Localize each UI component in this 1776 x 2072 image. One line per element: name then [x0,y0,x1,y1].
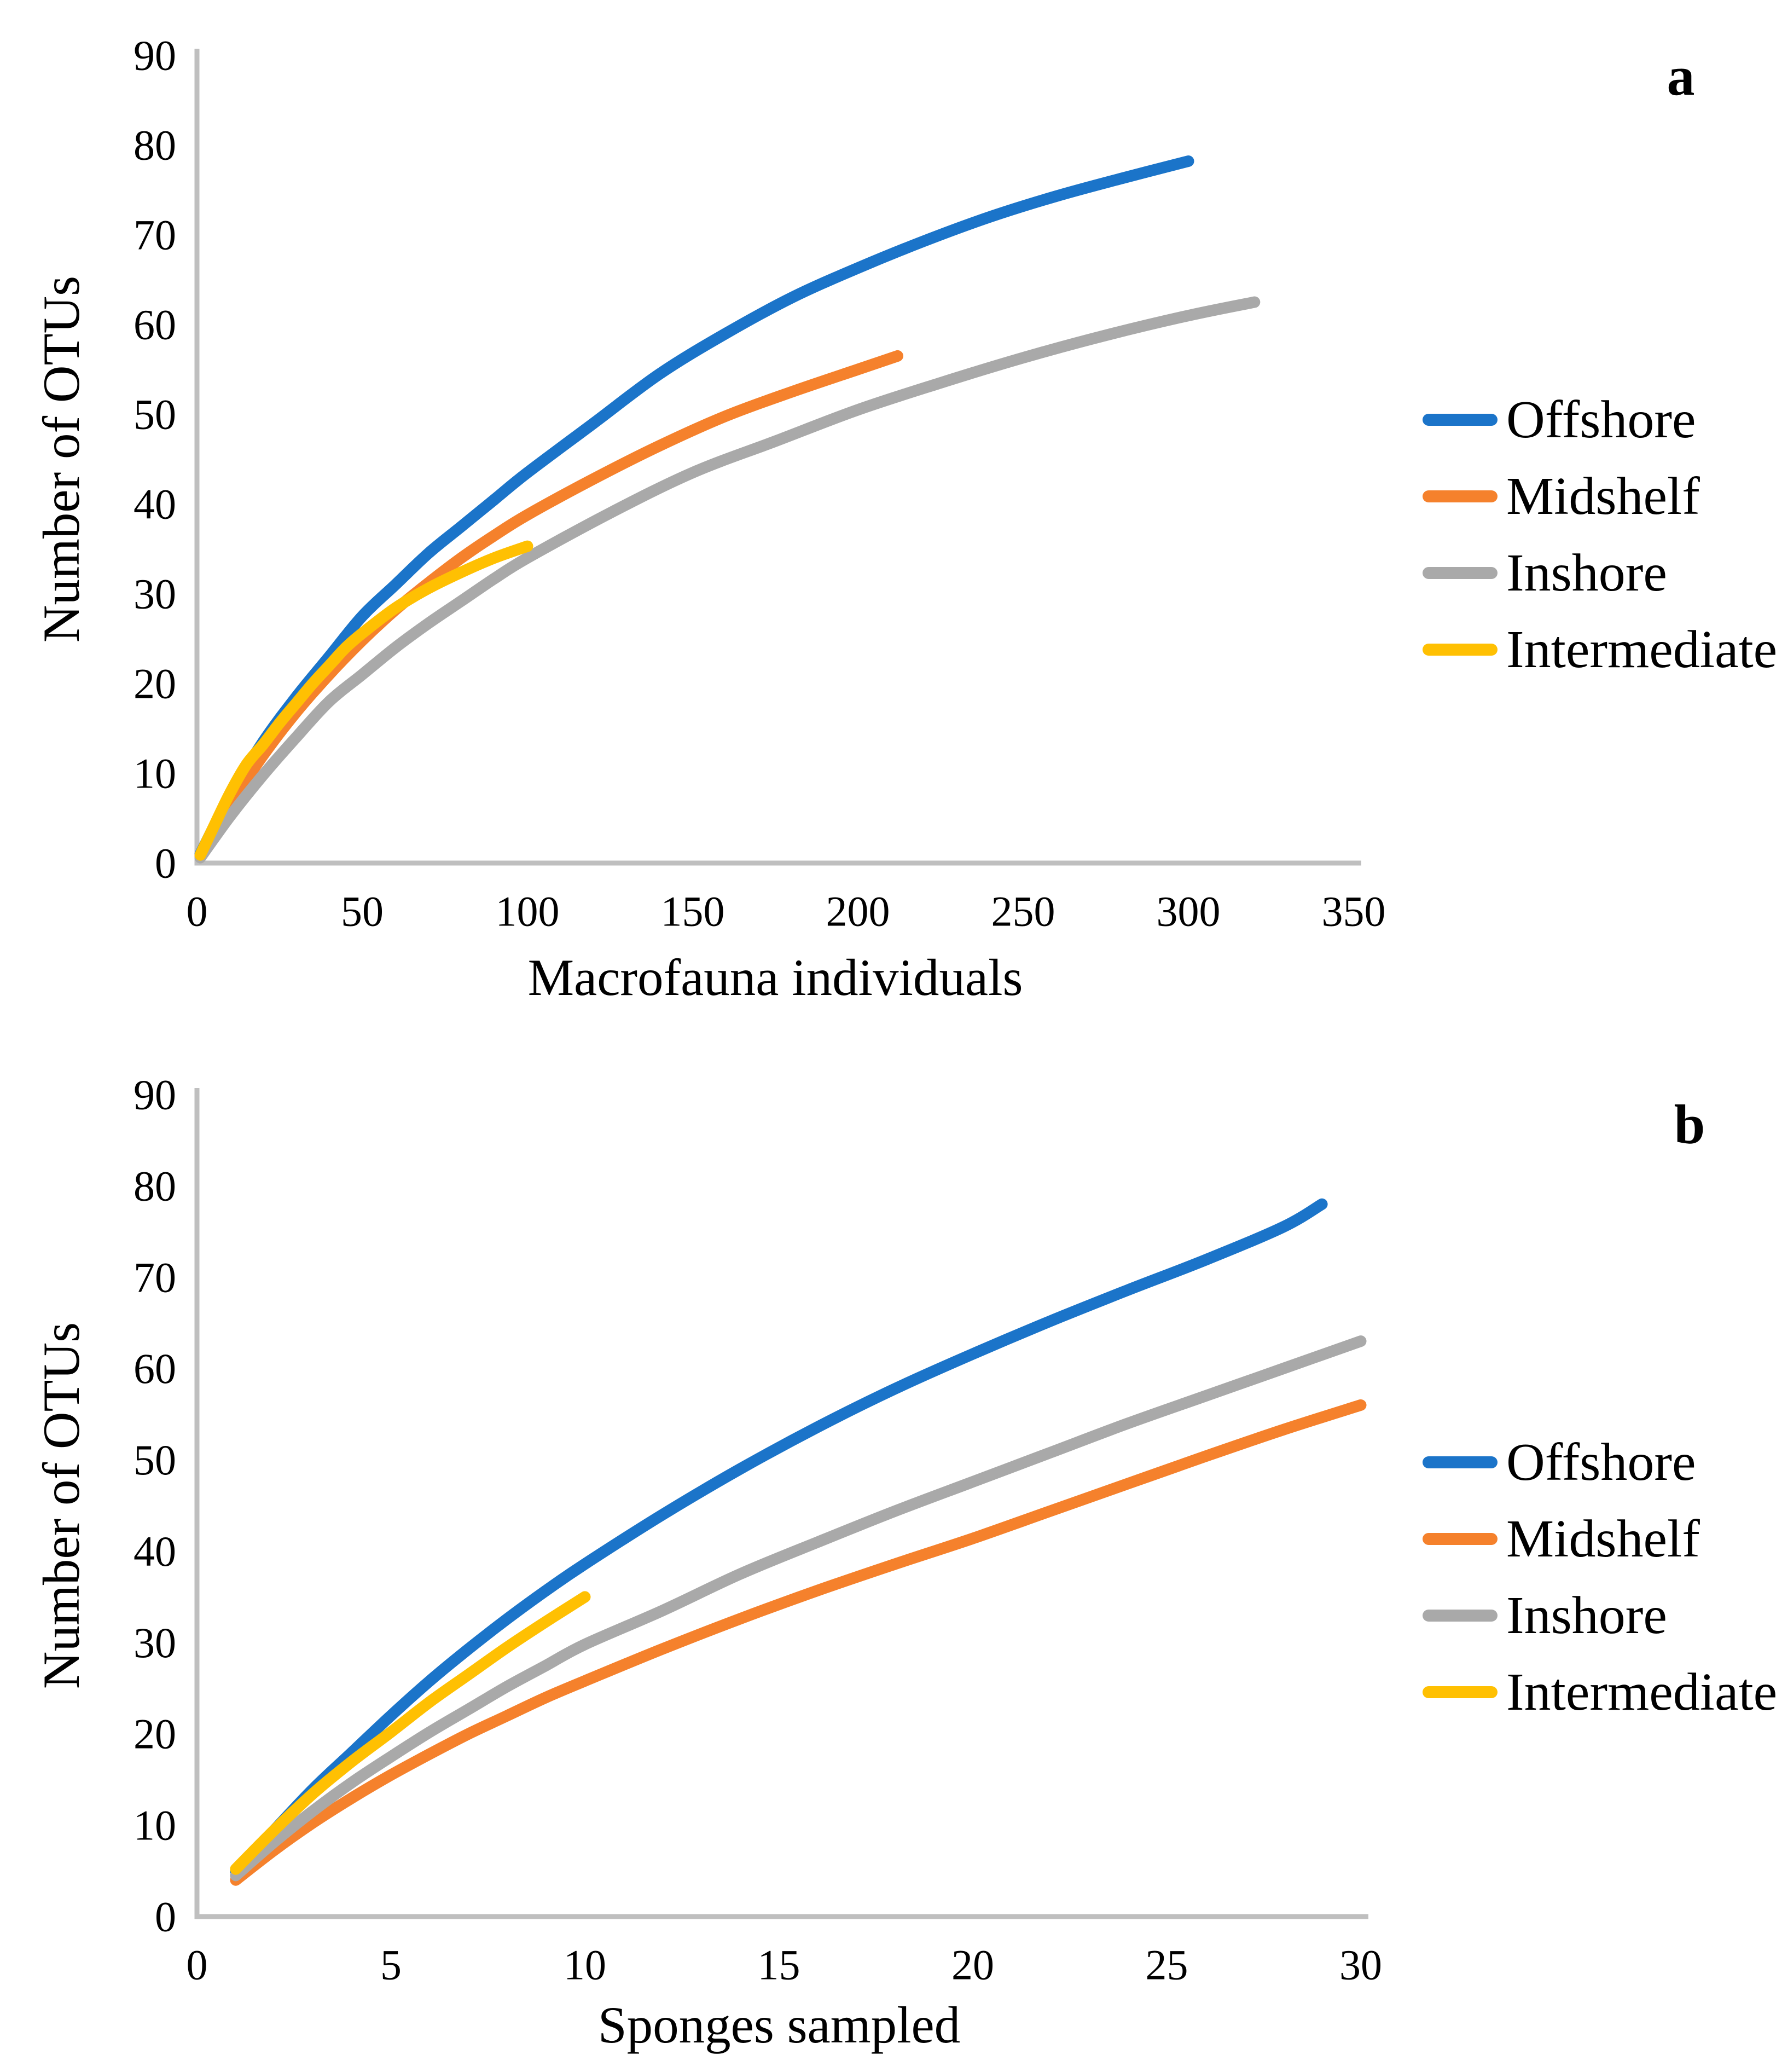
legend-item-intermediate: Intermediate [1423,1659,1776,1725]
legend-item-offshore: Offshore [1423,1429,1696,1495]
offshore-line-swatch [1423,1456,1498,1468]
svg-text:80: 80 [134,1162,176,1209]
offshore-line-swatch [1423,414,1498,426]
legend-item-inshore: Inshore [1423,540,1667,606]
svg-text:15: 15 [758,1941,800,1989]
panel-letter-b: b [1674,1093,1705,1156]
panel-letter-a: a [1667,45,1695,108]
y-axis-title-b: Number of OTUs [32,1322,90,1689]
intermediate-line-swatch [1423,644,1498,656]
svg-text:50: 50 [134,391,176,438]
x-axis-title-a: Macrofauna individuals [527,948,1023,1006]
svg-text:300: 300 [1157,888,1221,935]
svg-text:10: 10 [134,1802,176,1849]
svg-text:20: 20 [134,660,176,708]
legend-label-inshore: Inshore [1506,543,1667,603]
legend-item-offshore: Offshore [1423,387,1696,453]
midshelf-line-swatch [1423,490,1498,502]
svg-text:0: 0 [155,1893,176,1941]
svg-text:80: 80 [134,121,176,169]
legend-label-intermediate: Intermediate [1506,620,1776,679]
legend-label-offshore: Offshore [1506,1433,1696,1492]
svg-text:10: 10 [134,750,176,797]
svg-text:40: 40 [134,1527,176,1575]
svg-text:20: 20 [951,1941,994,1989]
svg-text:200: 200 [826,888,890,935]
legend-label-midshelf: Midshelf [1506,467,1700,526]
inshore-line-swatch [1423,567,1498,579]
svg-text:0: 0 [187,888,208,935]
svg-text:30: 30 [134,1619,176,1666]
legend-label-inshore: Inshore [1506,1586,1667,1645]
svg-text:70: 70 [134,211,176,259]
svg-text:90: 90 [134,1071,176,1119]
svg-text:50: 50 [134,1436,176,1484]
svg-text:40: 40 [134,481,176,528]
svg-text:350: 350 [1322,888,1386,935]
legend-item-inshore: Inshore [1423,1583,1667,1648]
legend-label-offshore: Offshore [1506,390,1696,449]
svg-text:250: 250 [991,888,1055,935]
svg-text:30: 30 [1339,1941,1382,1989]
legend-item-intermediate: Intermediate [1423,617,1776,682]
svg-text:90: 90 [134,32,176,79]
svg-text:25: 25 [1146,1941,1188,1989]
legend-item-midshelf: Midshelf [1423,1506,1700,1572]
svg-text:100: 100 [496,888,560,935]
legend-label-midshelf: Midshelf [1506,1509,1700,1569]
svg-text:10: 10 [564,1941,606,1989]
svg-text:0: 0 [155,840,176,887]
inshore-line-swatch [1423,1610,1498,1622]
svg-text:30: 30 [134,570,176,618]
svg-text:0: 0 [187,1941,208,1989]
svg-text:5: 5 [380,1941,402,1989]
y-axis-title-a: Number of OTUs [32,275,90,643]
svg-text:20: 20 [134,1710,176,1758]
svg-text:150: 150 [661,888,725,935]
x-axis-title-b: Sponges sampled [597,1996,961,2054]
intermediate-line-swatch [1423,1686,1498,1698]
midshelf-line-swatch [1423,1533,1498,1545]
svg-text:70: 70 [134,1253,176,1301]
legend-label-intermediate: Intermediate [1506,1663,1776,1722]
svg-text:50: 50 [341,888,384,935]
svg-text:60: 60 [134,1345,176,1392]
svg-text:60: 60 [134,301,176,349]
legend-item-midshelf: Midshelf [1423,464,1700,529]
